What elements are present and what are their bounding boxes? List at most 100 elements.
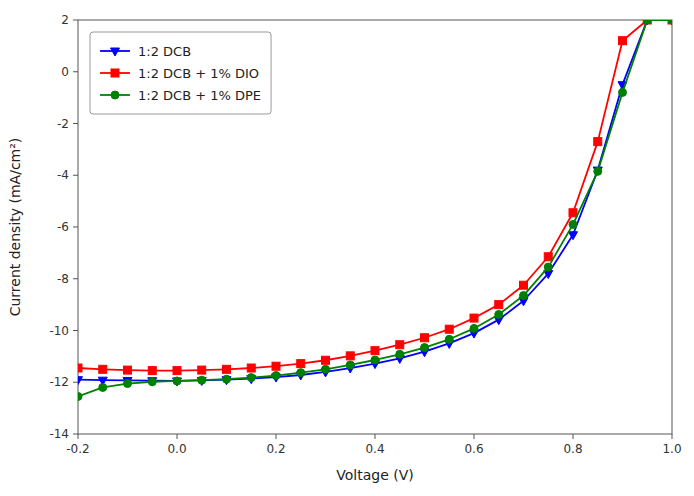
data-point <box>173 377 181 385</box>
y-tick <box>73 330 78 331</box>
x-tick <box>78 434 79 439</box>
y-tick <box>73 71 78 72</box>
data-point <box>470 314 478 322</box>
x-tick-label: 1.0 <box>662 442 681 456</box>
data-point <box>124 366 132 374</box>
data-point <box>272 362 280 370</box>
x-tick-label: 0.6 <box>464 442 483 456</box>
data-point <box>148 367 156 375</box>
x-tick <box>672 434 673 439</box>
axes: -0.20.00.20.40.60.81.0-14-12-10-8-6-4-20… <box>49 13 681 456</box>
data-point <box>594 138 602 146</box>
data-point <box>619 88 627 96</box>
data-point <box>421 344 429 352</box>
y-tick-label: -10 <box>49 324 69 338</box>
x-tick <box>375 434 376 439</box>
legend-marker <box>111 48 120 56</box>
data-point <box>297 369 305 377</box>
legend-marker <box>111 69 119 77</box>
y-tick <box>73 175 78 176</box>
data-point <box>99 365 107 373</box>
y-tick-label: -2 <box>57 117 69 131</box>
y-tick-label: -8 <box>57 272 69 286</box>
y-tick <box>73 227 78 228</box>
y-tick-label: 2 <box>61 13 69 27</box>
series-line <box>78 20 672 396</box>
x-axis-label: Voltage (V) <box>336 467 413 483</box>
series <box>78 20 672 400</box>
data-point <box>322 356 330 364</box>
legend-label: 1:2 DCB <box>138 44 191 59</box>
x-tick-label: -0.2 <box>66 442 89 456</box>
y-tick-label: -12 <box>49 375 69 389</box>
data-point <box>594 167 602 175</box>
chart: -0.20.00.20.40.60.81.0-14-12-10-8-6-4-20… <box>0 0 694 496</box>
data-point <box>593 167 602 175</box>
data-point <box>544 253 552 261</box>
x-tick-label: 0.2 <box>266 442 285 456</box>
data-point <box>619 37 627 45</box>
data-point <box>520 292 528 300</box>
data-point <box>346 361 354 369</box>
data-point <box>247 364 255 372</box>
data-point <box>643 20 651 24</box>
x-tick-label: 0.8 <box>563 442 582 456</box>
data-point <box>198 376 206 384</box>
legend-marker <box>111 91 119 99</box>
legend: 1:2 DCB 1:2 DCB + 1% DIO 1:2 DCB + 1% DPE <box>90 32 271 114</box>
data-point <box>223 375 231 383</box>
data-point <box>495 301 503 309</box>
data-point <box>173 367 181 375</box>
data-point <box>173 378 182 386</box>
data-point <box>99 383 107 391</box>
legend-box <box>90 32 271 114</box>
data-point <box>668 20 672 24</box>
x-tick <box>276 434 277 439</box>
data-point <box>198 366 206 374</box>
y-tick-label: -4 <box>57 168 69 182</box>
data-point <box>78 377 83 385</box>
data-point <box>520 281 528 289</box>
data-point <box>148 378 156 386</box>
plot-frame <box>78 20 672 434</box>
legend-label: 1:2 DCB + 1% DPE <box>138 88 261 103</box>
series-line <box>78 20 672 371</box>
data-point <box>569 220 577 228</box>
y-tick-label: 0 <box>61 65 69 79</box>
data-point <box>322 365 330 373</box>
y-tick <box>73 382 78 383</box>
x-tick-label: 0.0 <box>167 442 186 456</box>
data-point <box>470 324 478 332</box>
data-point <box>396 341 404 349</box>
data-point <box>668 20 672 24</box>
y-tick <box>73 20 78 21</box>
plot-area <box>78 20 672 400</box>
data-point <box>272 372 280 380</box>
data-point <box>421 334 429 342</box>
data-point <box>544 263 552 271</box>
background <box>0 0 694 496</box>
data-point <box>569 232 578 240</box>
x-tick <box>573 434 574 439</box>
y-axis-label: Current density (mA/cm²) <box>7 138 23 317</box>
data-point <box>445 335 453 343</box>
data-point <box>346 352 354 360</box>
data-point <box>78 364 82 372</box>
data-point <box>247 374 255 382</box>
x-tick <box>177 434 178 439</box>
data-point <box>124 380 132 388</box>
data-point <box>297 360 305 368</box>
data-point <box>371 356 379 364</box>
x-tick-label: 0.4 <box>365 442 384 456</box>
data-point <box>668 20 673 25</box>
data-point <box>148 378 157 386</box>
data-point <box>445 325 453 333</box>
data-point <box>495 310 503 318</box>
data-point <box>569 209 577 217</box>
y-tick-label: -14 <box>49 427 69 441</box>
y-tick <box>73 434 78 435</box>
data-point <box>643 20 651 24</box>
series-line <box>78 20 672 381</box>
legend-label: 1:2 DCB + 1% DIO <box>138 66 259 81</box>
data-point <box>396 350 404 358</box>
